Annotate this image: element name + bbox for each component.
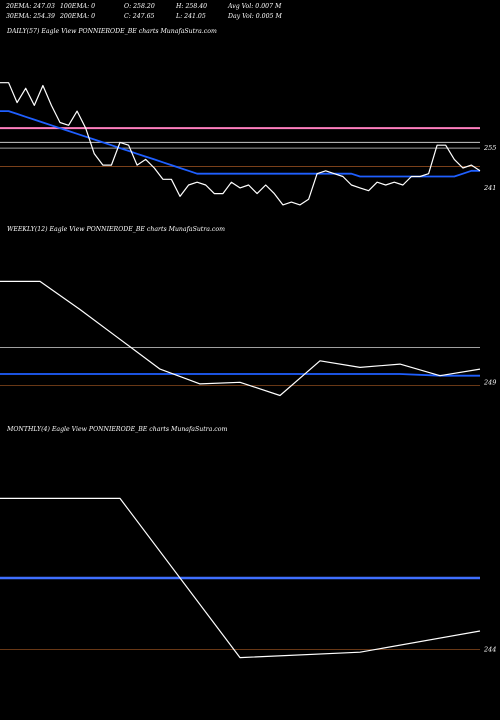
daily-y-label-0: 255 xyxy=(483,144,496,152)
daily-series-ema-line xyxy=(0,110,480,178)
low-stat: L: 241.05 xyxy=(176,13,206,20)
monthly-chart-title: MONTHLY(4) Eagle View PONNIERODE_BE char… xyxy=(7,426,228,433)
close-stat: C: 247.65 xyxy=(124,13,155,20)
ema200-stat: 200EMA: 0 xyxy=(60,13,96,20)
daily-y-label-1: 241 xyxy=(483,184,496,192)
weekly-y-label-0: 249 xyxy=(483,378,496,386)
avg-vol-stat: Avg Vol: 0.007 M xyxy=(228,3,282,10)
open-stat: O: 258.20 xyxy=(124,3,155,10)
daily-chart-title: DAILY(57) Eagle View PONNIERODE_BE chart… xyxy=(7,28,217,35)
ema20-stat: 20EMA: 247.03 xyxy=(6,3,55,10)
day-vol-stat: Day Vol: 0.005 M xyxy=(228,13,282,20)
monthly-series-price-line xyxy=(0,497,481,659)
monthly-y-label-0: 244 xyxy=(483,646,496,654)
high-stat: H: 258.40 xyxy=(176,3,208,10)
weekly-series-ema-line xyxy=(0,373,480,377)
daily-series-price-line xyxy=(0,82,481,206)
ema100-stat: 100EMA: 0 xyxy=(60,3,96,10)
weekly-chart-title: WEEKLY(12) Eagle View PONNIERODE_BE char… xyxy=(7,226,225,233)
weekly-series-price-line xyxy=(0,280,481,397)
ema30-stat: 30EMA: 254.39 xyxy=(6,13,55,20)
